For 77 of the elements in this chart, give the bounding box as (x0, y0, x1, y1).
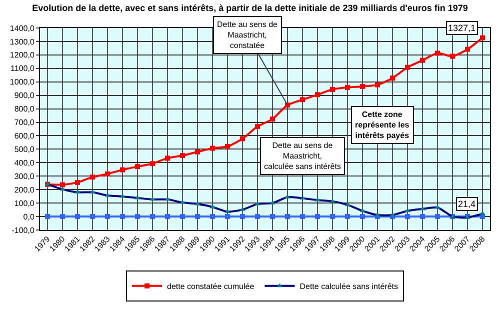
y-tick-label: 200,0 (14, 185, 35, 194)
point (435, 50, 440, 56)
point (105, 214, 110, 220)
data-label: 21,4 (458, 199, 476, 209)
point (315, 214, 320, 220)
point (135, 164, 140, 170)
y-tick-label: 1300,0 (10, 37, 35, 46)
legend-label: dette constatée cumulée (167, 282, 255, 292)
point (210, 146, 215, 151)
point (480, 35, 485, 40)
point (60, 182, 65, 188)
point (225, 214, 230, 220)
point (315, 92, 320, 98)
point (120, 214, 125, 220)
point (330, 214, 335, 220)
y-tick-label: 900,0 (14, 91, 35, 100)
annotation: Dette au sens de Maastricht, calculée sans intérêts (264, 141, 341, 171)
point (195, 149, 200, 154)
point (120, 167, 125, 172)
point (435, 214, 440, 220)
point (405, 64, 410, 70)
point (195, 214, 200, 220)
y-tick-label: 1400,0 (10, 24, 35, 33)
point (300, 214, 305, 220)
data-label: 1327,1 (448, 23, 476, 33)
y-tick-label: 1200,0 (10, 50, 35, 60)
point (90, 174, 95, 180)
point (210, 214, 215, 220)
point (270, 116, 275, 122)
y-tick-label: 0,0 (23, 212, 35, 222)
point (165, 156, 170, 161)
point (90, 214, 95, 220)
point (165, 214, 170, 220)
point (420, 58, 425, 63)
point (75, 180, 80, 185)
point (240, 214, 245, 220)
point (405, 214, 410, 220)
point (45, 214, 50, 220)
point (75, 214, 80, 220)
y-tick-label: 300,0 (14, 172, 35, 181)
chart-title: Evolution de la dette, avec et sans intérêts, à partir de la dette initiale de 239 milliards d'euros fin 1979 (32, 2, 468, 13)
point (450, 54, 455, 59)
point (180, 153, 185, 158)
point (420, 214, 425, 220)
point (180, 214, 185, 220)
point (135, 214, 140, 220)
y-tick-label: 500,0 (14, 145, 35, 154)
point (345, 84, 350, 90)
point (255, 124, 260, 129)
y-tick-label: 1000,0 (10, 78, 35, 87)
y-tick-label: 1100,0 (10, 64, 35, 74)
point (105, 171, 110, 176)
y-tick-label: 800,0 (14, 104, 35, 114)
point (240, 136, 245, 142)
y-tick-label: 100,0 (14, 198, 35, 208)
point (375, 82, 380, 88)
point (270, 214, 275, 220)
point (360, 84, 365, 89)
point (465, 46, 470, 52)
point (345, 214, 350, 220)
legend-label: Dette calculée sans intérêts (300, 282, 398, 292)
annotation: Dette au sens de Maastricht, constatée (217, 20, 278, 50)
point (330, 86, 335, 92)
point (255, 214, 260, 220)
point (150, 214, 155, 220)
point (60, 214, 65, 220)
point (390, 76, 395, 81)
point (225, 144, 230, 150)
y-tick-label: 700,0 (14, 118, 35, 128)
y-tick-label: 600,0 (14, 132, 35, 141)
y-tick-label: -100,0 (12, 226, 35, 235)
point (300, 97, 305, 102)
y-tick-label: 400,0 (14, 158, 35, 168)
annotation: Cette zone représente les intérêts payés (355, 110, 410, 140)
point (150, 161, 155, 166)
point (360, 214, 365, 220)
point (285, 214, 290, 220)
